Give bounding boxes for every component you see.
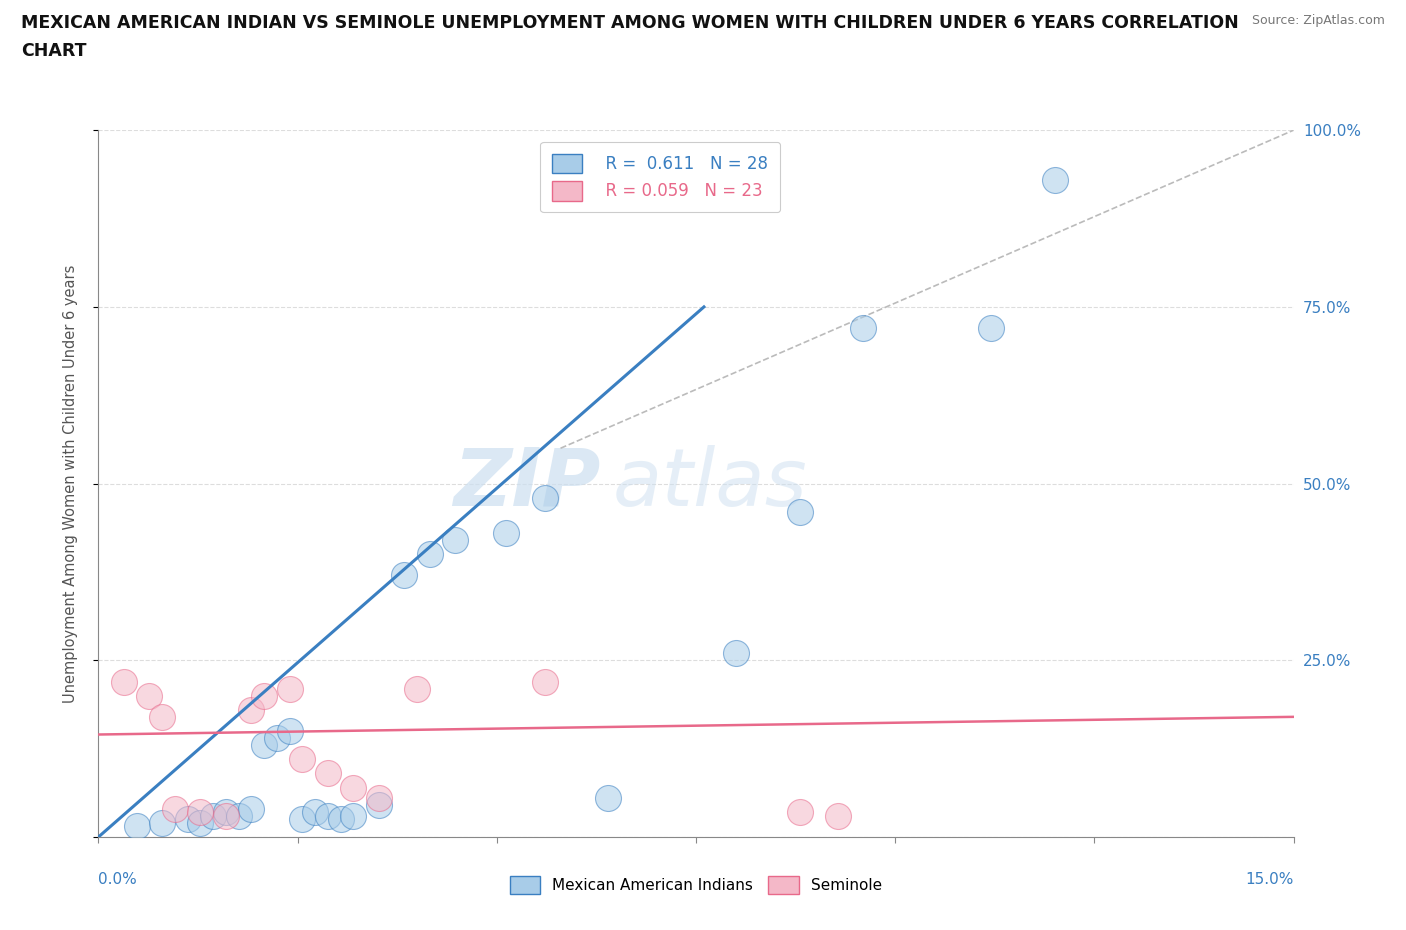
Point <box>159 808 181 823</box>
Point <box>191 688 214 703</box>
Point <box>215 751 238 766</box>
Point <box>167 808 190 823</box>
Point <box>183 802 205 817</box>
Text: ZIP: ZIP <box>453 445 600 523</box>
Point <box>150 816 173 830</box>
Point <box>167 804 190 819</box>
Point <box>366 674 388 689</box>
Point <box>645 321 668 336</box>
Point <box>844 790 866 805</box>
Point <box>103 674 125 689</box>
Point <box>311 533 333 548</box>
Point <box>215 812 238 827</box>
Point <box>222 804 245 819</box>
Point <box>246 808 269 823</box>
Point <box>1267 720 1289 735</box>
Point <box>1163 727 1185 742</box>
Y-axis label: Unemployment Among Women with Children Under 6 years: Unemployment Among Women with Children U… <box>63 264 77 703</box>
Point <box>287 681 309 696</box>
Point <box>342 525 364 540</box>
Point <box>174 808 197 823</box>
Point <box>263 790 285 805</box>
Point <box>191 737 214 752</box>
Text: 0.0%: 0.0% <box>98 872 138 887</box>
Point <box>120 688 142 703</box>
Point <box>526 504 548 519</box>
Point <box>207 681 229 696</box>
Point <box>111 819 134 834</box>
Point <box>485 645 508 660</box>
Text: MEXICAN AMERICAN INDIAN VS SEMINOLE UNEMPLOYMENT AMONG WOMEN WITH CHILDREN UNDER: MEXICAN AMERICAN INDIAN VS SEMINOLE UNEM… <box>21 14 1239 32</box>
Point <box>685 172 707 187</box>
Point <box>239 812 262 827</box>
Point <box>565 321 588 336</box>
Point <box>294 547 316 562</box>
Point <box>246 780 269 795</box>
Point <box>231 808 253 823</box>
Point <box>1043 798 1066 813</box>
Point <box>366 490 388 505</box>
Point <box>406 790 429 805</box>
Point <box>198 731 221 746</box>
Text: Source: ZipAtlas.com: Source: ZipAtlas.com <box>1251 14 1385 27</box>
Text: CHART: CHART <box>21 42 87 60</box>
Point <box>135 802 157 817</box>
Point <box>278 568 301 583</box>
Point <box>127 816 149 830</box>
Point <box>231 766 253 781</box>
Point <box>526 804 548 819</box>
Text: 15.0%: 15.0% <box>1246 872 1294 887</box>
Text: atlas: atlas <box>613 445 807 523</box>
Point <box>127 710 149 724</box>
Point <box>143 812 166 827</box>
Legend: Mexican American Indians, Seminole: Mexican American Indians, Seminole <box>503 870 889 900</box>
Point <box>550 808 572 823</box>
Point <box>150 804 173 819</box>
Point <box>207 724 229 738</box>
Point <box>924 731 946 746</box>
Point <box>1243 745 1265 760</box>
Point <box>263 798 285 813</box>
Point <box>183 702 205 717</box>
